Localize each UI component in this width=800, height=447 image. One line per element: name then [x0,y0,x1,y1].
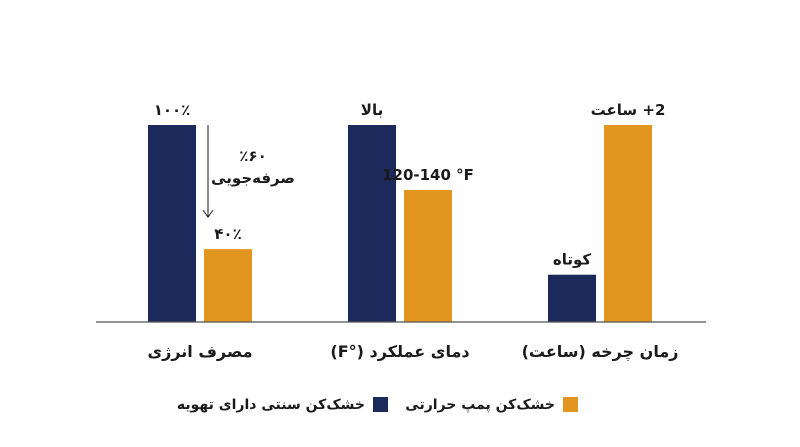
bars-layer [148,125,652,322]
data-label-heatpump-0: ۴۰٪ [214,225,241,243]
category-label-1: دمای عملکرد (°F) [330,342,469,361]
legend-label-heatpump: خشک‌کن پمپ حرارتی [405,397,555,413]
savings-percent: ٪۶۰ [239,147,266,165]
bar-heatpump-0 [204,249,252,322]
labels-layer: ۱۰۰٪ ۴۰٪ مصرف انرژی بالا 120-140 °F دمای عملک… [147,101,678,362]
savings-label: صرفه‌جویی [211,169,295,187]
data-label-traditional-1: بالا [361,101,383,119]
data-label-traditional-0: ۱۰۰٪ [154,101,191,119]
data-label-heatpump-1: 120-140 °F [382,166,474,184]
legend-swatch-traditional [373,397,388,412]
legend-label-traditional: خشک‌کن سنتی دارای تهویه [177,397,365,413]
category-label-2: زمان چرخه (ساعت) [522,342,679,362]
annotation-layer: ٪۶۰ صرفه‌جویی [202,125,295,218]
category-label-0: مصرف انرژی [147,342,252,361]
legend-swatch-heatpump [563,397,578,412]
bar-traditional-2 [548,274,596,322]
bar-heatpump-1 [404,190,452,322]
bar-heatpump-2 [604,125,652,322]
legend: خشک‌کن سنتی دارای تهویه خشک‌کن پمپ حرارتی [177,397,578,413]
data-label-heatpump-2: 2+ ساعت [591,101,666,119]
bar-traditional-1 [348,125,396,322]
bar-traditional-0 [148,125,196,322]
data-label-traditional-2: کوتاه [553,251,592,269]
arrow-down-icon [202,209,214,218]
